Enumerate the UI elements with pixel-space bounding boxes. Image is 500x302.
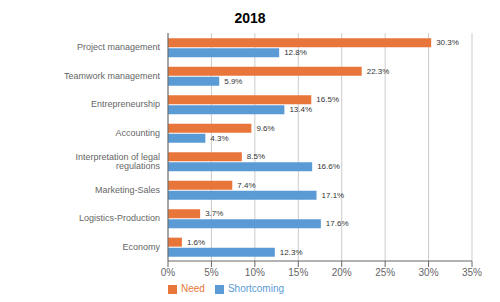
svg-text:8.5%: 8.5% xyxy=(247,152,265,161)
svg-text:13.4%: 13.4% xyxy=(289,105,312,114)
svg-text:12.3%: 12.3% xyxy=(280,248,303,257)
svg-text:25%: 25% xyxy=(375,267,395,278)
svg-text:Marketing-Sales: Marketing-Sales xyxy=(95,185,161,195)
svg-text:Logistics-Production: Logistics-Production xyxy=(79,213,160,223)
svg-text:Economy: Economy xyxy=(122,242,160,252)
svg-text:16.6%: 16.6% xyxy=(317,162,340,171)
svg-text:15%: 15% xyxy=(288,267,308,278)
svg-text:5%: 5% xyxy=(204,267,219,278)
svg-text:0%: 0% xyxy=(161,267,176,278)
svg-text:Teamwork management: Teamwork management xyxy=(64,71,161,81)
svg-text:20%: 20% xyxy=(332,267,352,278)
svg-text:4.3%: 4.3% xyxy=(210,134,228,143)
svg-text:10%: 10% xyxy=(245,267,265,278)
svg-text:Project management: Project management xyxy=(77,42,161,52)
html-text:2018: 2018 xyxy=(234,10,266,26)
svg-text:3.7%: 3.7% xyxy=(205,209,223,218)
svg-text:9.6%: 9.6% xyxy=(256,124,274,133)
svg-text:12.8%: 12.8% xyxy=(284,48,307,57)
svg-text:Accounting: Accounting xyxy=(115,128,160,138)
svg-text:35%: 35% xyxy=(462,267,482,278)
svg-text:Interpretation of legalregulat: Interpretation of legalregulations xyxy=(75,152,160,171)
svg-text:16.5%: 16.5% xyxy=(316,95,339,104)
svg-text:7.4%: 7.4% xyxy=(237,181,255,190)
svg-text:17.6%: 17.6% xyxy=(326,219,349,228)
svg-text:5.9%: 5.9% xyxy=(224,77,242,86)
svg-text:30.3%: 30.3% xyxy=(436,38,459,47)
svg-text:17.1%: 17.1% xyxy=(322,191,345,200)
svg-text:22.3%: 22.3% xyxy=(367,67,390,76)
html-text:Need: Need xyxy=(181,283,205,294)
html-text:Shortcoming: Shortcoming xyxy=(227,283,284,294)
svg-text:30%: 30% xyxy=(419,267,439,278)
svg-text:1.6%: 1.6% xyxy=(187,238,205,247)
svg-text:Entrepreneurship: Entrepreneurship xyxy=(91,99,160,109)
